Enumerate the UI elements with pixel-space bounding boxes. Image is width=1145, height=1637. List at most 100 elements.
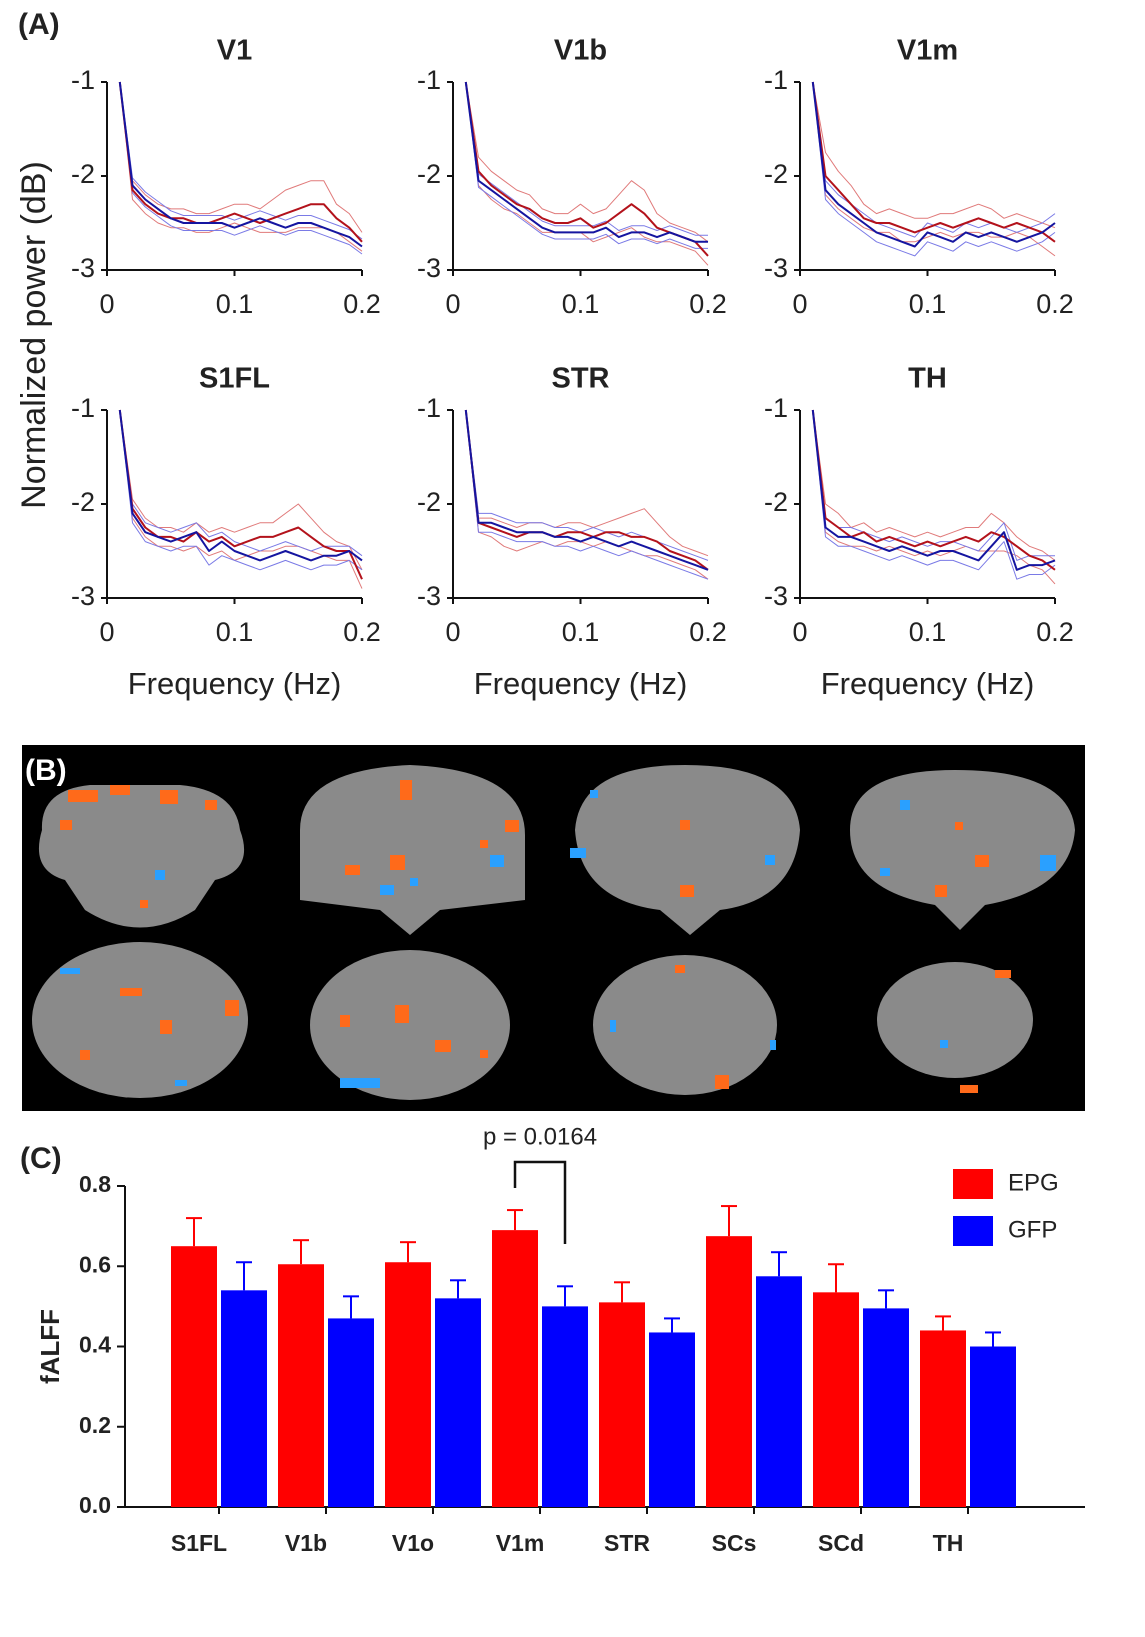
- line: [465, 81, 708, 249]
- line: [811, 81, 1056, 243]
- x-tick-label: 0: [99, 617, 114, 647]
- x-tick-label: 0.2: [1036, 289, 1074, 319]
- x-tick-label: S1FL: [171, 1530, 227, 1556]
- line: [464, 409, 709, 571]
- y-tick-label: -3: [71, 581, 95, 611]
- line: [119, 81, 363, 255]
- bar: [599, 1302, 645, 1507]
- x-tick-label: 0.2: [1036, 617, 1074, 647]
- y-axis-label: Normalized power (dB): [15, 161, 53, 509]
- line: [812, 409, 1056, 580]
- bar: [221, 1290, 267, 1507]
- line: [118, 409, 363, 562]
- x-axis-label: Frequency (Hz): [128, 666, 342, 701]
- bar: [328, 1318, 374, 1507]
- y-tick-label: 0.4: [79, 1332, 111, 1358]
- x-tick-label: 0: [99, 289, 114, 319]
- brain-slices: (B): [22, 745, 1085, 1111]
- chart-title: TH: [908, 363, 947, 395]
- bar: [706, 1236, 752, 1507]
- y-tick-label: -3: [417, 253, 441, 283]
- legend-label: GFP: [1008, 1216, 1057, 1243]
- legend-swatch: [953, 1216, 993, 1246]
- x-tick-label: V1o: [392, 1530, 434, 1556]
- annotation: p = 0.0164: [483, 1123, 597, 1150]
- line: [465, 81, 709, 266]
- line: [811, 409, 1056, 571]
- x-tick-label: 0: [792, 617, 807, 647]
- chart-title: V1: [217, 35, 252, 67]
- x-axis-label: Frequency (Hz): [821, 666, 1035, 701]
- chart-title: STR: [552, 363, 610, 395]
- line: [119, 409, 363, 571]
- x-tick-label: 0: [445, 617, 460, 647]
- y-tick-label: -2: [71, 487, 95, 517]
- y-axis-label: fALFF: [35, 1309, 65, 1384]
- x-tick-label: 0.2: [689, 617, 727, 647]
- line: [119, 81, 363, 233]
- x-tick-label: 0.1: [216, 289, 254, 319]
- bar: [863, 1308, 909, 1507]
- chart-title: S1FL: [199, 363, 270, 395]
- line: [811, 81, 1056, 248]
- line: [465, 409, 709, 580]
- panel-label: (C): [20, 1142, 62, 1175]
- y-tick-label: -3: [417, 581, 441, 611]
- x-tick-label: 0.2: [689, 289, 727, 319]
- line: [465, 409, 709, 580]
- bar: [278, 1264, 324, 1507]
- line: [812, 409, 1056, 561]
- line: [812, 409, 1056, 585]
- slices: [32, 765, 1075, 1100]
- line: [118, 81, 363, 243]
- y-tick-label: -3: [764, 581, 788, 611]
- y-tick-label: -2: [764, 159, 788, 189]
- chart-title: V1b: [554, 35, 607, 67]
- y-tick-label: 0.6: [79, 1251, 111, 1277]
- line: [119, 409, 363, 571]
- x-tick-label: SCd: [818, 1530, 864, 1556]
- x-tick-label: 0.1: [562, 289, 600, 319]
- y-tick-label: -1: [764, 393, 788, 423]
- x-tick-label: TH: [933, 1530, 964, 1556]
- line: [464, 81, 708, 243]
- x-tick-label: 0: [445, 289, 460, 319]
- y-tick-label: 0.0: [79, 1492, 111, 1518]
- line: [812, 81, 1056, 257]
- x-tick-label: STR: [604, 1530, 650, 1556]
- line: [119, 409, 363, 589]
- line: [119, 81, 363, 240]
- line: [464, 81, 709, 257]
- bar: [649, 1332, 695, 1507]
- x-tick-label: 0.2: [343, 617, 381, 647]
- y-tick-label: -1: [764, 65, 788, 95]
- bar: [435, 1298, 481, 1507]
- bar: [492, 1230, 538, 1507]
- legend-label: EPG: [1008, 1169, 1059, 1196]
- line: [465, 409, 709, 561]
- y-tick-label: -3: [71, 253, 95, 283]
- significance-bracket: [513, 1160, 567, 1244]
- x-tick-label: 0: [792, 289, 807, 319]
- panel-label: (B): [25, 754, 67, 787]
- x-tick-label: 0.1: [216, 617, 254, 647]
- bar: [920, 1330, 966, 1507]
- line: [118, 81, 363, 248]
- y-tick-label: 0.2: [79, 1412, 111, 1438]
- legend-swatch: [953, 1169, 993, 1199]
- line: [465, 81, 708, 236]
- x-tick-label: 0.1: [909, 289, 947, 319]
- line: [464, 409, 709, 571]
- x-tick-label: 0.1: [909, 617, 947, 647]
- y-tick-label: 0.8: [79, 1171, 111, 1197]
- bar: [171, 1246, 217, 1507]
- line: [465, 409, 709, 557]
- y-tick-label: -1: [71, 393, 95, 423]
- y-tick-label: -1: [417, 393, 441, 423]
- line: [812, 81, 1056, 229]
- x-tick-label: V1m: [496, 1530, 545, 1556]
- x-tick-label: 0.2: [343, 289, 381, 319]
- x-tick-label: SCs: [712, 1530, 757, 1556]
- bar: [385, 1262, 431, 1507]
